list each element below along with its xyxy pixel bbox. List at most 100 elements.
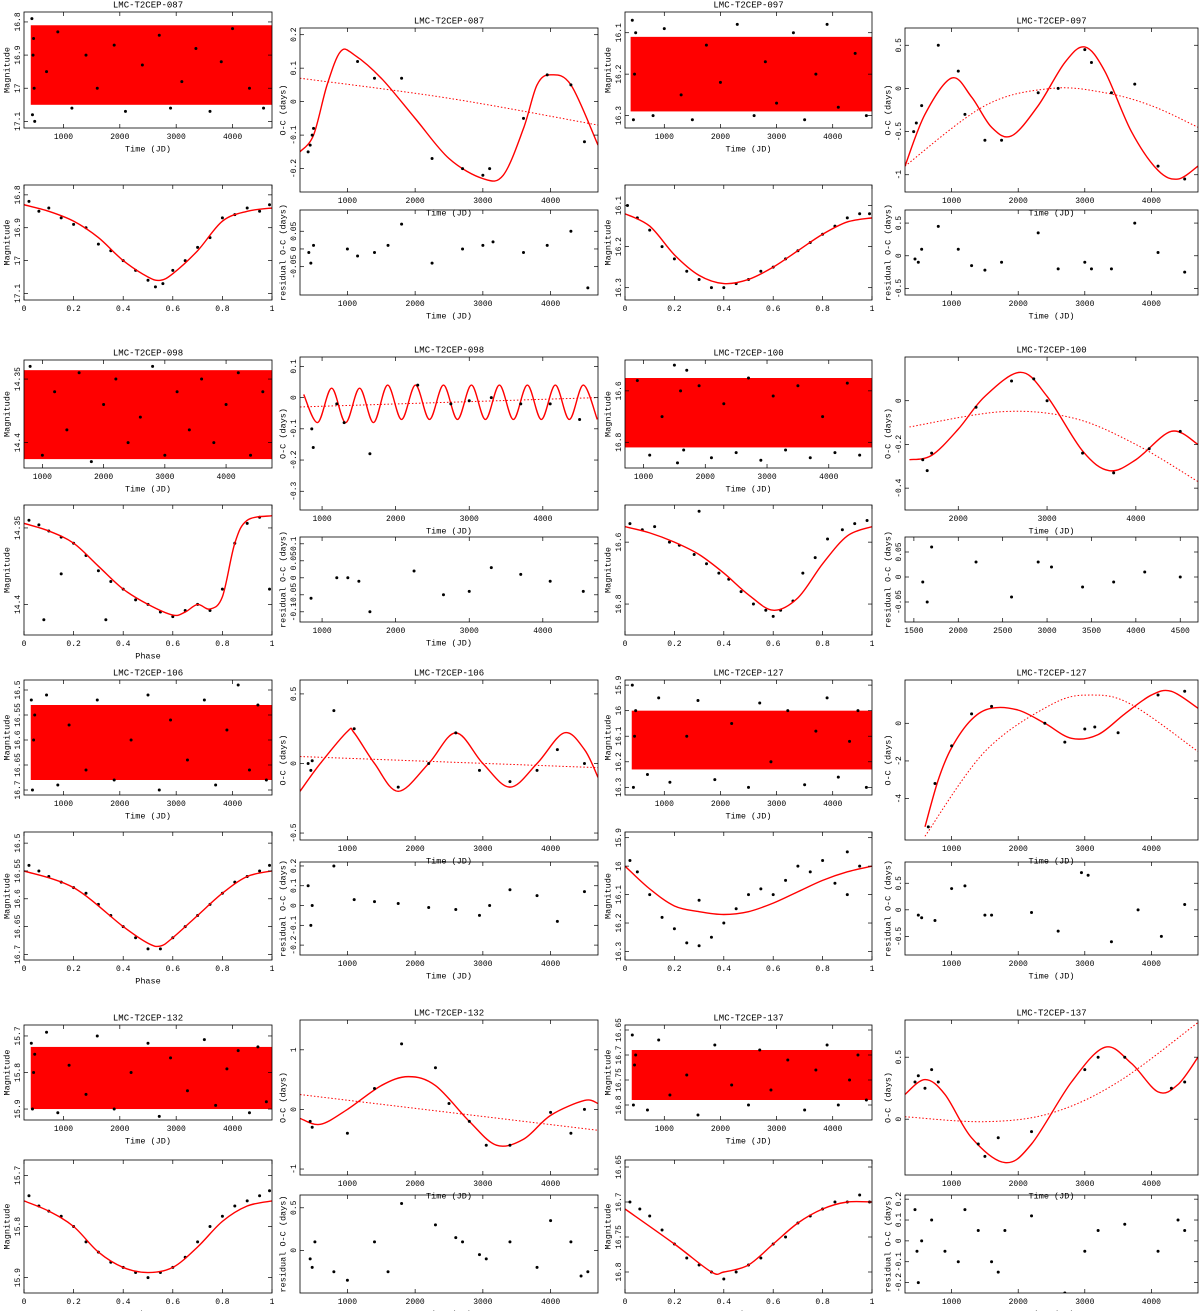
x-tick-label: 1000 (338, 1180, 357, 1189)
data-point (416, 383, 420, 387)
data-point (258, 209, 262, 213)
x-tick-label: 1000 (338, 845, 357, 854)
data-point (825, 696, 829, 700)
plot-area (309, 566, 585, 614)
x-tick-label: 4000 (1142, 1298, 1161, 1307)
y-tick-label: 15.9 (615, 675, 624, 694)
panel: 1000 2000 3000 4000 0.10.05 0 -0.05-0.1 Time (J… (278, 531, 599, 648)
data-point (1083, 48, 1087, 52)
model-band (30, 25, 272, 105)
data-point (668, 780, 672, 784)
data-point (171, 268, 175, 272)
panel: 0 0.2 0.4 0.6 0.8 1 16.1 16.2 16.3 Magnitude (603, 184, 875, 314)
data-point (936, 224, 940, 228)
data-point (912, 130, 916, 134)
panel: 1000 2000 3000 4000 15.9 16 16.1 16.2 16.3 Time (… (603, 668, 873, 821)
data-point (96, 242, 100, 246)
plot-area (29, 683, 272, 792)
y-tick-label: 0.5 (895, 38, 904, 53)
y-axis-label: Magnitude (603, 391, 613, 437)
data-point (368, 452, 372, 456)
plot-area (300, 709, 598, 793)
data-point (261, 390, 265, 394)
y-tick-label: 0.05 (290, 221, 299, 240)
x-axis-label: Time (JD) (426, 971, 472, 981)
y-axis-label: residual O-C (days) (883, 204, 893, 301)
y-tick-label: 14.4 (14, 595, 23, 614)
x-tick-label: 2000 (110, 800, 129, 809)
y-tick-label: -1 (290, 1164, 299, 1174)
model-line (905, 46, 1198, 180)
data-point (112, 778, 116, 782)
data-point (916, 1281, 920, 1285)
x-axis-label: Phase (135, 976, 161, 986)
data-point (477, 768, 481, 772)
x-tick-label: 2000 (1009, 960, 1028, 969)
x-axis-label: Time (JD) (726, 811, 772, 821)
data-point (545, 73, 549, 77)
data-point (697, 509, 701, 513)
y-tick-label: 16.5 (14, 680, 23, 699)
data-point (357, 579, 361, 583)
y-tick-label: -2 (895, 756, 904, 766)
data-point (734, 451, 738, 455)
data-point (1183, 1228, 1187, 1232)
y-tick-label: 16.7 (14, 945, 23, 964)
x-tick-label: 1 (270, 1298, 275, 1307)
data-point (65, 428, 69, 432)
model-line (300, 1075, 598, 1147)
data-point (685, 1073, 689, 1077)
data-point (308, 143, 312, 147)
data-point (264, 778, 268, 782)
plot-frame (904, 536, 1199, 623)
data-point (146, 278, 150, 282)
x-tick-label: 0.4 (717, 1298, 732, 1307)
data-point (1030, 1214, 1034, 1218)
data-point (763, 60, 767, 64)
data-point (660, 1228, 664, 1232)
y-tick-label: -0.05 (895, 590, 904, 614)
x-tick-label: 0 (623, 1298, 628, 1307)
panel-title: LMC-T2CEP-106 (113, 668, 183, 678)
data-point (704, 43, 708, 47)
x-tick-label: 3000 (1075, 197, 1094, 206)
data-point (400, 76, 404, 80)
data-point (925, 600, 929, 604)
data-point (1000, 138, 1004, 142)
x-tick-label: 1 (270, 640, 275, 649)
data-point (310, 904, 314, 908)
data-point (140, 63, 144, 67)
panel-title: LMC-T2CEP-132 (113, 1013, 183, 1023)
model-line (24, 204, 272, 282)
data-point (752, 114, 756, 118)
data-point (662, 27, 666, 31)
data-point (1156, 693, 1160, 697)
data-point (974, 405, 978, 409)
data-point (1056, 86, 1060, 90)
data-point (134, 598, 138, 602)
y-tick-label: 14.4 (14, 433, 23, 452)
data-point (634, 31, 638, 35)
data-point (256, 1045, 260, 1049)
data-point (163, 453, 167, 457)
panel: 2000 3000 4000 0 -0.2 -0.4 Time (JD) O-C (days)… (883, 345, 1199, 536)
data-point (913, 1080, 917, 1084)
data-point (32, 86, 36, 90)
x-tick-label: 3000 (473, 1298, 492, 1307)
data-point (346, 576, 350, 580)
data-point (332, 864, 336, 868)
panel-title: LMC-T2CEP-087 (113, 0, 183, 10)
x-tick-label: 4000 (1142, 845, 1161, 854)
data-point (1056, 267, 1060, 271)
y-tick-label: -4 (895, 794, 904, 804)
data-point (247, 86, 251, 90)
y-tick-label: 15.8 (14, 1217, 23, 1236)
data-point (1096, 1055, 1100, 1059)
plot-area (308, 1202, 590, 1282)
y-tick-label: 16.8 (615, 1095, 624, 1114)
x-tick-label: 0.4 (116, 305, 131, 314)
data-point (104, 618, 108, 622)
y-axis-label: O-C (days) (278, 84, 288, 135)
y-tick-label: 15.7 (14, 1026, 23, 1045)
data-point (30, 113, 34, 117)
